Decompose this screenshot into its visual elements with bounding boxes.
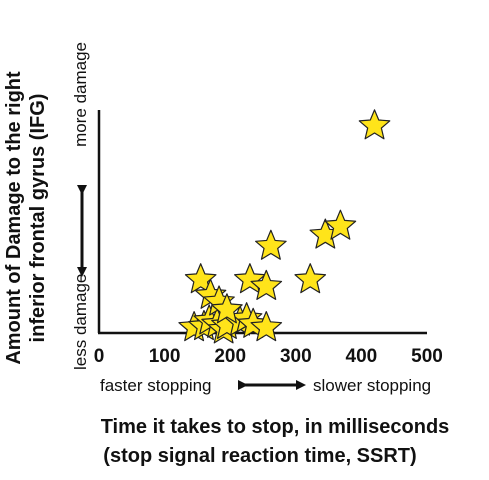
x-tick-labels: 0 100 200 300 400 500 (94, 346, 443, 367)
x-tick-label-400: 400 (346, 346, 378, 367)
x-tick-label-200: 200 (214, 346, 246, 367)
x-axis-title-line2: (stop signal reaction time, SSRT) (103, 445, 416, 467)
x-tick-label-500: 500 (411, 346, 443, 367)
data-point-star-17 (255, 229, 287, 260)
data-point-star-14 (211, 293, 243, 324)
data-points (178, 109, 391, 344)
y-axis-title-line1: Amount of Damage to the right (3, 71, 25, 365)
data-point-star-10 (250, 311, 283, 342)
y-annotation-more-damage: more damage (71, 42, 90, 147)
x-tick-label-0: 0 (94, 346, 105, 367)
x-axis-title-line1: Time it takes to stop, in milliseconds (101, 416, 450, 438)
y-annotation-less-damage: less damage (71, 274, 90, 370)
y-axis-title-line2: inferior frontal gyrus (IFG) (27, 94, 49, 343)
data-point-star-20 (324, 209, 357, 240)
x-tick-label-300: 300 (280, 346, 312, 367)
x-annotation-faster-stopping: faster stopping (100, 376, 212, 395)
x-tick-label-100: 100 (149, 346, 181, 367)
data-point-star-16 (250, 269, 283, 300)
data-point-star-21 (358, 109, 391, 140)
x-annotation-slower-stopping: slower stopping (313, 376, 431, 395)
data-point-star-18 (294, 263, 327, 294)
